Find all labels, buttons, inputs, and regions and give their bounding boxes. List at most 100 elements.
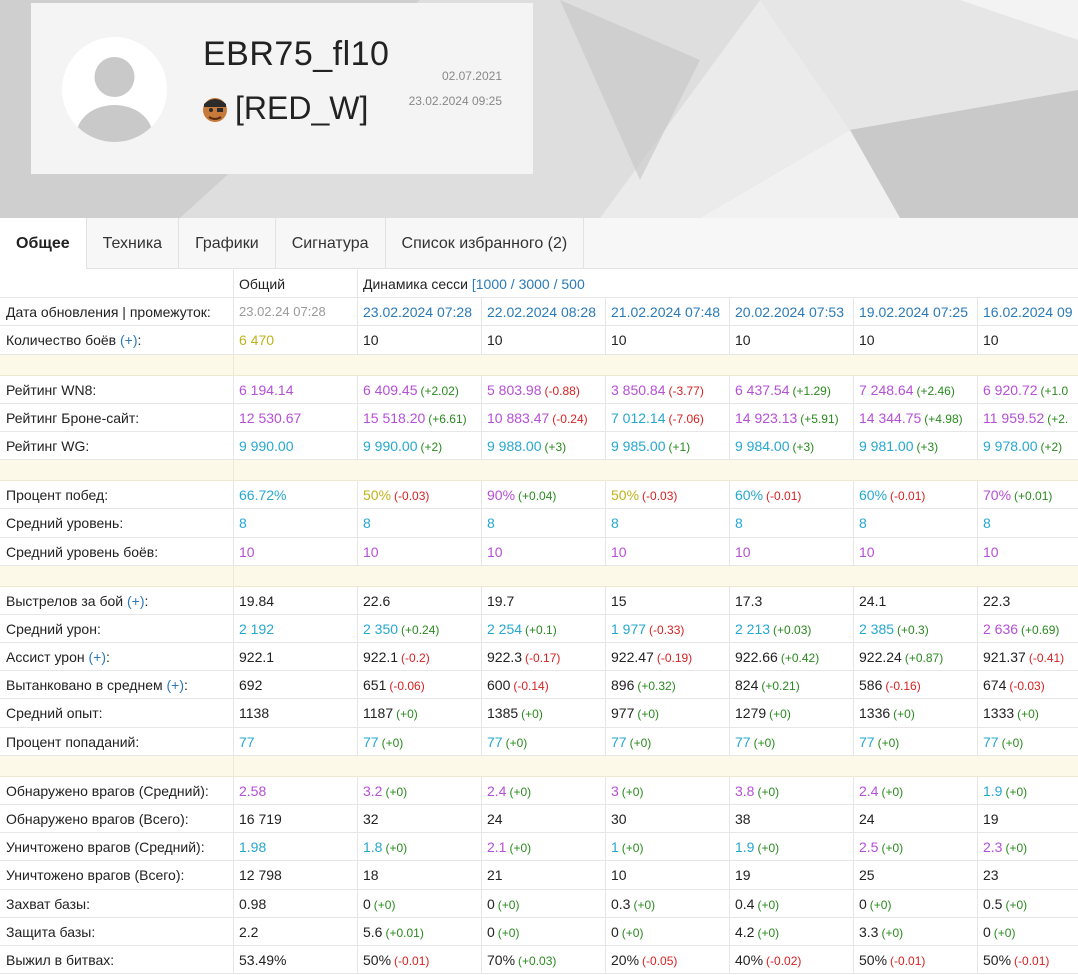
delta-value: (+0.01) — [385, 925, 424, 940]
delta-value: (+2.02) — [420, 383, 459, 398]
session-value-text: 19 — [735, 867, 751, 884]
session-value-text: 3.3 — [859, 923, 879, 940]
details-plus-link[interactable]: (+) — [120, 332, 138, 349]
session-value-text: 2.4 — [487, 782, 507, 799]
overall-value-text: 6 470 — [239, 332, 275, 349]
session-date-link[interactable]: 21.02.2024 07:48 — [606, 298, 730, 326]
delta-value: (+0.32) — [637, 679, 676, 694]
separator-fill — [234, 460, 1078, 480]
session-date-link[interactable]: 19.02.2024 07:25 — [854, 298, 978, 326]
overall-value-text: 19.84 — [239, 592, 275, 609]
session-value: 0 (+0) — [978, 918, 1078, 945]
tab-general[interactable]: Общее — [0, 218, 87, 269]
tab-charts[interactable]: Графики — [179, 218, 276, 269]
session-value: 1 977 (-0.33) — [606, 614, 730, 643]
clan-link[interactable]: [RED_W] — [199, 89, 368, 127]
delta-value: (+0) — [521, 707, 543, 722]
session-value: 0 (+0) — [854, 889, 978, 917]
session-value-text: 5.6 — [363, 923, 383, 940]
session-value-text: 922.66 — [735, 649, 778, 666]
row-label: Дата обновления | промежуток: — [0, 298, 234, 326]
session-date-link[interactable]: 16.02.2024 09 — [978, 298, 1078, 325]
overall-value: 1.98 — [234, 833, 358, 861]
session-value-text: 18 — [363, 867, 379, 884]
delta-value: (-3.77) — [668, 383, 704, 398]
overall-value: 2.2 — [234, 917, 358, 945]
session-value-text: 3 850.84 — [611, 381, 666, 398]
delta-value: (+0) — [877, 735, 900, 750]
session-date-link[interactable]: 22.02.2024 08:28 — [482, 298, 606, 326]
session-value-text: 0 — [487, 923, 495, 940]
delta-value: (+0) — [621, 784, 644, 799]
delta-value: (-7.06) — [668, 411, 704, 426]
delta-value: (+4.98) — [924, 411, 963, 426]
session-value: 9 985.00 (+1) — [606, 431, 730, 460]
details-plus-link[interactable]: (+) — [126, 592, 145, 609]
session-value-text: 11 959.52 — [983, 409, 1045, 426]
delta-value: (-0.01) — [766, 489, 802, 504]
session-value-text: 10 — [859, 332, 875, 349]
tab-vehicles[interactable]: Техника — [87, 218, 180, 269]
session-value: 3.8 (+0) — [730, 776, 854, 804]
delta-value: (+0) — [1005, 897, 1028, 912]
overall-value: 6 194.14 — [234, 375, 358, 403]
table-row: Обнаружено врагов (Средний): 2.58 3.2 (+0) 2… — [0, 776, 1078, 805]
delta-value: (+0) — [373, 897, 396, 912]
delta-value: (+0) — [757, 784, 780, 799]
session-value: 651 (-0.06) — [358, 671, 482, 699]
session-value: 1336 (+0) — [854, 699, 978, 727]
delta-value: (+2) — [420, 439, 443, 454]
tab-signature[interactable]: Сигнатура — [276, 218, 386, 269]
session-value-text: 1187 — [363, 705, 394, 722]
session-value: 1333 (+0) — [978, 699, 1078, 726]
session-value-text: 8 — [487, 515, 495, 532]
row-label: Средний урон: — [0, 614, 234, 643]
session-value: 10 883.47 (-0.24) — [482, 403, 606, 431]
session-value: 10 — [606, 861, 730, 889]
table-row: Дата обновления | промежуток: 23.02.24 07… — [0, 298, 1078, 327]
table-row: Средний опыт: 1138 1187 (+0) 1385 (+0) 977 (+0)… — [0, 699, 1078, 728]
profile-header: EBR75_fl10 [RED_W] 02.07.2021 23.02.2024… — [0, 0, 1078, 218]
session-value: 6 409.45 (+2.02) — [358, 375, 482, 403]
session-value-text: 824 — [735, 677, 759, 694]
details-plus-link[interactable]: (+) — [166, 677, 185, 694]
session-value: 1 (+0) — [606, 833, 730, 861]
session-value: 3.2 (+0) — [358, 776, 482, 804]
tab-bar: Общее Техника Графики Сигнатура Список и… — [0, 218, 1078, 269]
overall-value-text: 8 — [239, 515, 247, 532]
delta-value: (+1) — [668, 439, 691, 454]
session-value: 2 350 (+0.24) — [358, 614, 482, 643]
session-range-links[interactable]: [1000 / 3000 / 500 — [471, 276, 585, 292]
session-value: 50% (-0.01) — [978, 946, 1078, 973]
session-date-link[interactable]: 23.02.2024 07:28 — [358, 298, 482, 326]
session-value-text: 8 — [983, 515, 991, 532]
delta-value: (+2) — [1040, 439, 1063, 454]
delta-value: (+0) — [633, 897, 656, 912]
session-value-text: 1279 — [735, 705, 767, 722]
row-label: Рейтинг WN8: — [0, 375, 234, 403]
tab-favorites[interactable]: Список избранного (2) — [386, 218, 585, 269]
session-value-text: 40% — [735, 951, 764, 968]
overall-value: 77 — [234, 727, 358, 755]
overall-value-text: 16 719 — [239, 811, 282, 827]
session-value: 70% (+0.03) — [482, 945, 606, 974]
session-value: 824 (+0.21) — [730, 671, 854, 699]
session-date-link[interactable]: 20.02.2024 07:53 — [730, 298, 854, 326]
delta-value: (+0) — [893, 707, 915, 722]
header-empty — [0, 270, 234, 298]
overall-value: 66.72% — [234, 481, 358, 509]
session-value: 10 — [978, 538, 1078, 565]
session-value-text: 50% — [363, 487, 392, 504]
profile-card: EBR75_fl10 [RED_W] 02.07.2021 23.02.2024… — [31, 3, 533, 174]
table-row: Уничтожено врагов (Всего): 12 798 18 21 10 19… — [0, 861, 1078, 890]
session-value-text: 10 — [611, 332, 627, 349]
row-label-text: Вытанковано в среднем — [6, 677, 163, 694]
session-value-text: 2 385 — [859, 620, 895, 637]
session-value-text: 10 — [983, 332, 999, 349]
delta-value: (+0) — [497, 925, 520, 940]
session-value-text: 14 344.75 — [859, 409, 922, 426]
session-value: 14 344.75 (+4.98) — [854, 403, 978, 431]
session-value: 8 — [358, 509, 482, 537]
session-value: 77 (+0) — [358, 727, 482, 755]
details-plus-link[interactable]: (+) — [88, 649, 107, 666]
